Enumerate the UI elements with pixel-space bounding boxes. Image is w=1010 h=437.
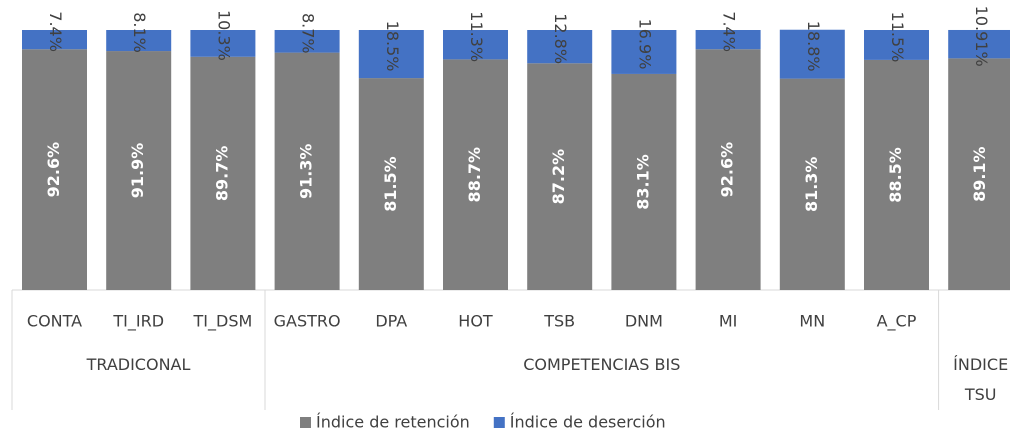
value-label: 91.3% <box>297 144 316 200</box>
bar-segment <box>443 59 508 290</box>
bar-segment <box>358 78 424 290</box>
x-tick-label: TI_IRD <box>112 312 164 332</box>
bar-segment <box>106 51 172 291</box>
bar-segment <box>443 30 508 60</box>
value-label: 10.3% <box>214 10 233 61</box>
value-label: 16.9% <box>635 19 654 70</box>
value-label: 81.5% <box>381 156 400 212</box>
value-label: 92.6% <box>44 142 63 198</box>
value-label: 89.1% <box>970 146 989 202</box>
value-label: 12.8% <box>551 13 570 64</box>
x-tick-label: CONTA <box>27 312 82 331</box>
x-tick-label: DNM <box>625 312 663 331</box>
bar-segment <box>611 73 677 290</box>
bar-segment <box>527 30 593 64</box>
bar-segment <box>864 59 929 291</box>
legend-swatch <box>493 417 505 428</box>
x-tick-label: MN <box>799 312 825 331</box>
x-tick-label: TI_DSM <box>193 312 253 332</box>
x-tick-label: DPA <box>375 312 407 331</box>
value-label: 7.4% <box>720 11 739 52</box>
bar-segment <box>695 49 761 290</box>
value-label: 89.7% <box>212 146 231 202</box>
bar-segment <box>274 52 340 291</box>
x-tick-label: MI <box>719 312 738 331</box>
bar-segment <box>190 56 256 290</box>
value-label: 88.5% <box>886 147 905 203</box>
bar-segment <box>22 30 87 50</box>
legend-label: Índice de deserción <box>510 413 666 432</box>
bar-segment <box>948 58 1010 291</box>
value-label: 87.2% <box>549 149 568 205</box>
value-label: 11.3% <box>467 11 486 62</box>
bar-segment <box>948 29 1010 59</box>
value-label: 91.9% <box>128 143 147 199</box>
x-tick-label: GASTRO <box>274 312 341 331</box>
x-tick-label: TSB <box>543 312 575 331</box>
bar-segment <box>611 30 677 74</box>
group-label: COMPETENCIAS BIS <box>523 355 681 374</box>
bar-segment <box>527 63 593 290</box>
bar-segment <box>358 30 424 79</box>
group-label: ÍNDICE TSU <box>953 355 1009 404</box>
bar-segment <box>695 30 761 50</box>
value-label: 81.3% <box>802 157 821 213</box>
legend-swatch <box>300 417 311 428</box>
value-label: 8.1% <box>130 12 149 53</box>
value-label: 18.5% <box>383 21 402 72</box>
group-label: TRADICONAL <box>86 355 191 374</box>
value-label: 10.91% <box>972 6 991 67</box>
bar-segment <box>779 29 845 79</box>
bar-segment <box>190 30 256 57</box>
x-tick-label: HOT <box>458 312 493 331</box>
bar-segment <box>106 30 172 52</box>
bar-segment <box>864 30 929 60</box>
bar-segment <box>779 78 845 291</box>
bar-segment <box>274 30 340 53</box>
value-label: 92.6% <box>718 142 737 198</box>
value-label: 18.8% <box>804 21 823 72</box>
value-label: 11.5% <box>888 12 907 63</box>
value-label: 8.7% <box>299 13 318 54</box>
value-label: 88.7% <box>465 147 484 203</box>
bar-segment <box>22 49 87 290</box>
legend-label: Índice de retención <box>316 413 470 432</box>
value-label: 83.1% <box>633 154 652 210</box>
x-tick-label: A_CP <box>877 312 917 332</box>
value-label: 7.4% <box>46 11 65 52</box>
